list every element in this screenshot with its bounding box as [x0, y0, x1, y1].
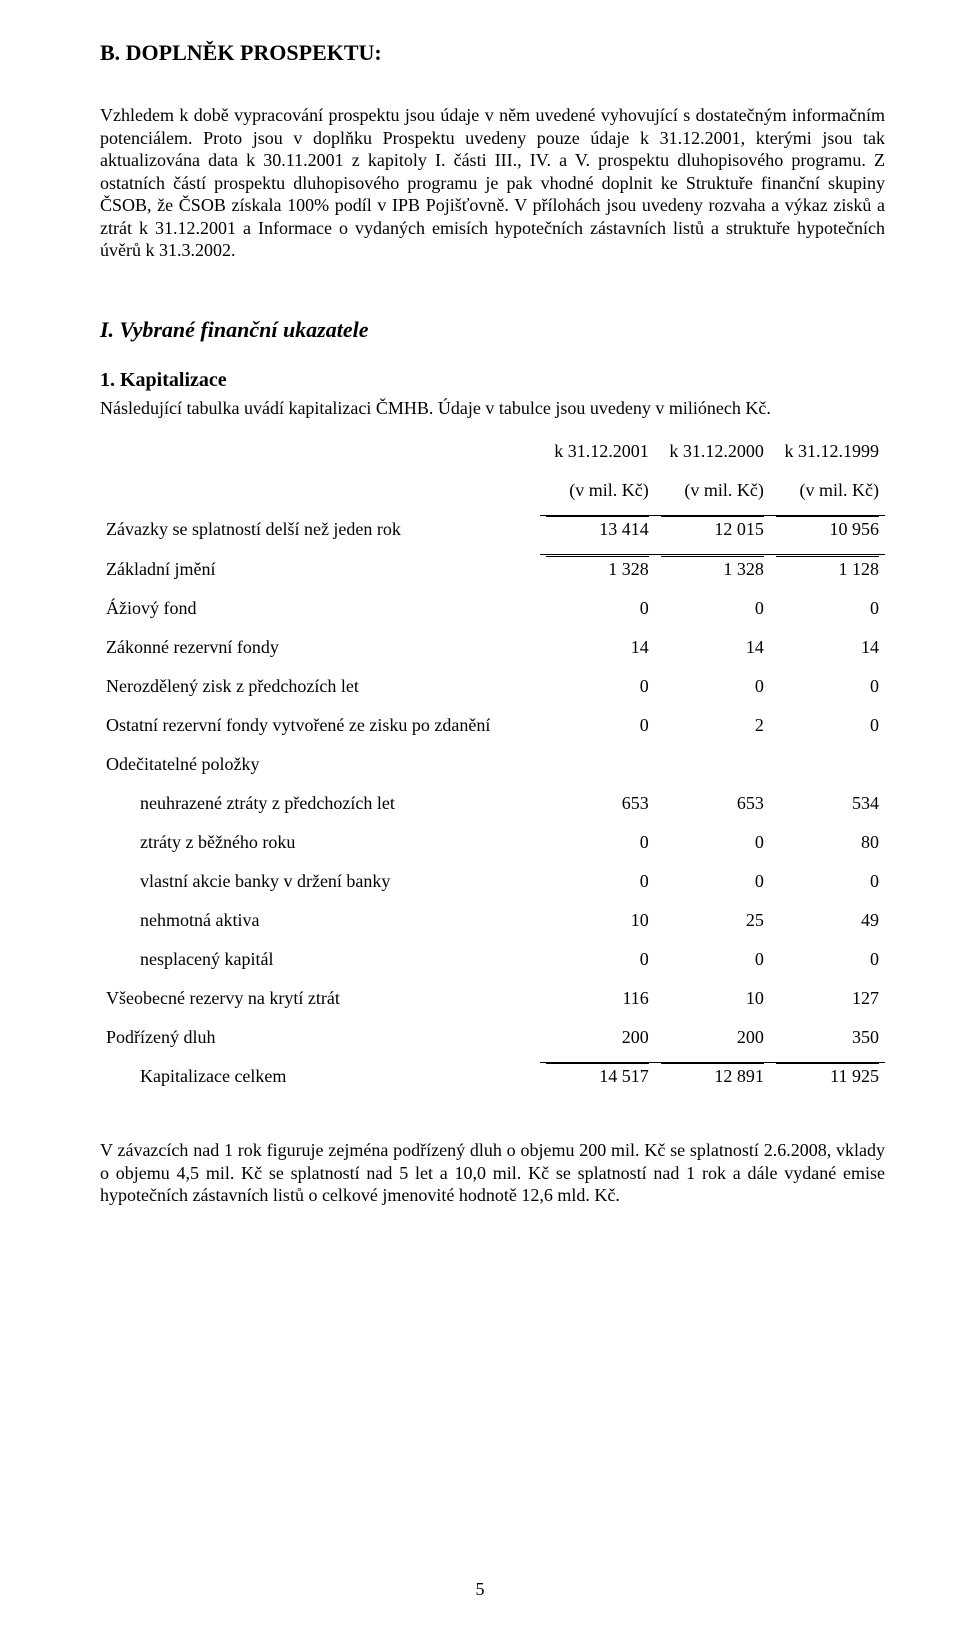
table-cell: 0 — [540, 828, 655, 857]
table-row-label: Odečitatelné položky — [100, 750, 540, 779]
table-row-label: Ostatní rezervní fondy vytvořené ze zisk… — [100, 711, 540, 740]
page-number: 5 — [0, 1579, 960, 1600]
table-header-col1: k 31.12.2001 — [540, 437, 655, 466]
table-row-label: Ážiový fond — [100, 594, 540, 623]
table-header-empty — [100, 437, 540, 466]
table-cell: 0 — [540, 867, 655, 896]
table-row-label: neuhrazené ztráty z předchozích let — [100, 789, 540, 818]
table-cell: 12 015 — [655, 515, 770, 544]
table-cell: 0 — [655, 867, 770, 896]
table-unit-col2: (v mil. Kč) — [655, 476, 770, 505]
table-cell: 0 — [770, 867, 885, 896]
table-row: Ážiový fond000 — [100, 594, 885, 623]
table-cell: 0 — [540, 672, 655, 701]
table-header-col3: k 31.12.1999 — [770, 437, 885, 466]
table-row: nehmotná aktiva102549 — [100, 906, 885, 935]
table-cell: 10 — [655, 984, 770, 1013]
table-body: Závazky se splatností delší než jeden ro… — [100, 505, 885, 1092]
table-cell: 200 — [655, 1023, 770, 1052]
table-cell: 0 — [655, 672, 770, 701]
table-row-label: Kapitalizace celkem — [100, 1062, 540, 1091]
table-cell: 653 — [540, 789, 655, 818]
table-row-label: nehmotná aktiva — [100, 906, 540, 935]
table-row: Základní jmění1 3281 3281 128 — [100, 555, 885, 584]
table-row: Podřízený dluh200200350 — [100, 1023, 885, 1052]
table-cell: 80 — [770, 828, 885, 857]
table-cell — [655, 750, 770, 779]
table-cell: 534 — [770, 789, 885, 818]
table-cell: 0 — [770, 672, 885, 701]
table-cell: 0 — [770, 945, 885, 974]
kapitalizace-intro: Následující tabulka uvádí kapitalizaci Č… — [100, 398, 885, 419]
table-cell: 14 — [540, 633, 655, 662]
table-cell: 10 — [540, 906, 655, 935]
table-cell: 0 — [540, 594, 655, 623]
table-header-row-units: (v mil. Kč) (v mil. Kč) (v mil. Kč) — [100, 476, 885, 505]
table-row-label: ztráty z běžného roku — [100, 828, 540, 857]
table-cell: 14 — [770, 633, 885, 662]
table-cell: 0 — [655, 828, 770, 857]
table-unit-col3: (v mil. Kč) — [770, 476, 885, 505]
table-cell: 14 — [655, 633, 770, 662]
section-header: B. DOPLNĚK PROSPEKTU: — [100, 40, 885, 66]
table-row: Kapitalizace celkem14 51712 89111 925 — [100, 1062, 885, 1091]
table-cell: 0 — [770, 594, 885, 623]
table-cell: 10 956 — [770, 515, 885, 544]
table-row: Nerozdělený zisk z předchozích let000 — [100, 672, 885, 701]
table-cell: 0 — [655, 594, 770, 623]
table-cell: 653 — [655, 789, 770, 818]
table-row-label: Podřízený dluh — [100, 1023, 540, 1052]
table-cell: 0 — [540, 945, 655, 974]
table-cell: 1 328 — [540, 555, 655, 584]
table-cell: 14 517 — [540, 1062, 655, 1091]
table-cell: 116 — [540, 984, 655, 1013]
table-row-label: vlastní akcie banky v držení banky — [100, 867, 540, 896]
table-header-empty2 — [100, 476, 540, 505]
table-row: ztráty z běžného roku0080 — [100, 828, 885, 857]
table-cell: 0 — [540, 711, 655, 740]
kapitalizace-table: k 31.12.2001 k 31.12.2000 k 31.12.1999 (… — [100, 437, 885, 1092]
table-header-col2: k 31.12.2000 — [655, 437, 770, 466]
table-row: nesplacený kapitál000 — [100, 945, 885, 974]
table-row-label: Závazky se splatností delší než jeden ro… — [100, 515, 540, 544]
table-cell — [770, 750, 885, 779]
document-page: B. DOPLNĚK PROSPEKTU: Vzhledem k době vy… — [0, 0, 960, 1625]
table-row: vlastní akcie banky v držení banky000 — [100, 867, 885, 896]
table-row: Závazky se splatností delší než jeden ro… — [100, 515, 885, 544]
table-cell: 25 — [655, 906, 770, 935]
table-cell: 127 — [770, 984, 885, 1013]
table-cell: 1 128 — [770, 555, 885, 584]
table-cell: 1 328 — [655, 555, 770, 584]
table-header-row-periods: k 31.12.2001 k 31.12.2000 k 31.12.1999 — [100, 437, 885, 466]
table-row: Všeobecné rezervy na krytí ztrát11610127 — [100, 984, 885, 1013]
table-row-label: nesplacený kapitál — [100, 945, 540, 974]
kapitalizace-heading: 1. Kapitalizace — [100, 369, 885, 392]
table-cell: 2 — [655, 711, 770, 740]
table-cell: 200 — [540, 1023, 655, 1052]
table-cell: 350 — [770, 1023, 885, 1052]
table-row-label: Zákonné rezervní fondy — [100, 633, 540, 662]
table-row-label: Všeobecné rezervy na krytí ztrát — [100, 984, 540, 1013]
section-i-title: I. Vybrané finanční ukazatele — [100, 317, 885, 343]
table-cell: 0 — [770, 711, 885, 740]
table-cell: 12 891 — [655, 1062, 770, 1091]
table-cell: 0 — [655, 945, 770, 974]
table-row-label: Základní jmění — [100, 555, 540, 584]
table-cell: 11 925 — [770, 1062, 885, 1091]
intro-paragraph: Vzhledem k době vypracování prospektu js… — [100, 104, 885, 262]
table-cell: 13 414 — [540, 515, 655, 544]
table-row: Zákonné rezervní fondy141414 — [100, 633, 885, 662]
table-row-label: Nerozdělený zisk z předchozích let — [100, 672, 540, 701]
closing-paragraph: V závazcích nad 1 rok figuruje zejména p… — [100, 1139, 885, 1207]
table-row: Odečitatelné položky — [100, 750, 885, 779]
table-row: neuhrazené ztráty z předchozích let65365… — [100, 789, 885, 818]
table-cell: 49 — [770, 906, 885, 935]
table-unit-col1: (v mil. Kč) — [540, 476, 655, 505]
table-row: Ostatní rezervní fondy vytvořené ze zisk… — [100, 711, 885, 740]
table-cell — [540, 750, 655, 779]
